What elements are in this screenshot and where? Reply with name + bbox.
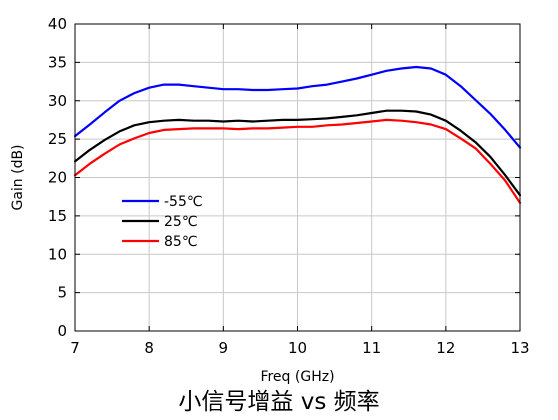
legend-label: 85℃ <box>164 234 198 250</box>
series-line-3 <box>73 118 522 204</box>
x-tick-label: 11 <box>362 339 381 357</box>
y-tick-label: 40 <box>48 15 67 33</box>
y-tick-label: 20 <box>48 169 67 187</box>
y-tick-label: 25 <box>48 130 67 148</box>
legend-label: -55℃ <box>164 194 203 210</box>
x-tick-label: 13 <box>510 339 529 357</box>
x-tick-label: 10 <box>288 339 307 357</box>
y-tick-label: 0 <box>57 322 67 340</box>
legend: -55℃ 25℃ 85℃ <box>122 194 203 250</box>
y-tick-label: 15 <box>48 207 67 225</box>
grid-layer <box>75 24 520 331</box>
series-line-2 <box>73 109 522 197</box>
x-tick-label: 7 <box>70 339 80 357</box>
series-line-1 <box>73 65 522 149</box>
legend-label: 25℃ <box>164 214 198 230</box>
x-tick-label: 12 <box>436 339 455 357</box>
tick-label-layer: 7 8 9 10 11 12 13 0 5 10 15 20 25 30 35 40 <box>48 15 530 357</box>
tick-layer <box>74 23 521 332</box>
x-axis-label: Freq (GHz) <box>260 369 334 385</box>
y-tick-label: 10 <box>48 245 67 263</box>
chart-svg: 7 8 9 10 11 12 13 0 5 10 15 20 25 30 35 40 Freq (GHz) G… <box>10 15 530 385</box>
series-layer <box>73 65 522 204</box>
chart-caption: 小信号增益 vs 频率 <box>178 389 380 415</box>
x-tick-label: 9 <box>219 339 229 357</box>
y-axis-label: Gain (dB) <box>10 144 26 210</box>
y-tick-label: 5 <box>57 284 67 302</box>
y-tick-label: 30 <box>48 92 67 110</box>
x-tick-label: 8 <box>144 339 154 357</box>
y-tick-label: 35 <box>48 53 67 71</box>
